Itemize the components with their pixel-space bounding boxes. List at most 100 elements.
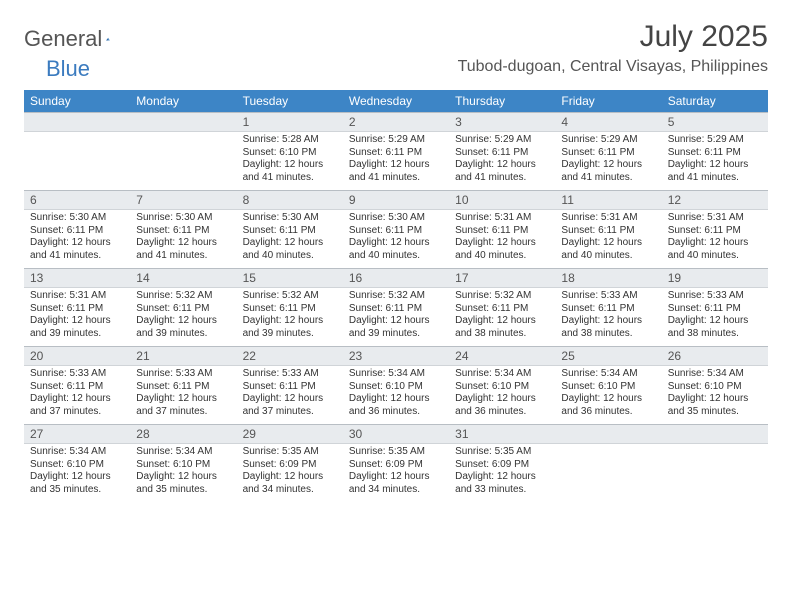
sunrise-text: Sunrise: 5:33 AM — [243, 368, 337, 381]
sunset-text: Sunset: 6:11 PM — [243, 225, 337, 238]
daylight-text: Daylight: 12 hours and 37 minutes. — [136, 393, 230, 418]
day-cell: Sunrise: 5:34 AMSunset: 6:10 PMDaylight:… — [343, 366, 449, 424]
daynum: 3 — [449, 113, 555, 131]
sunrise-text: Sunrise: 5:32 AM — [243, 290, 337, 303]
daynum — [24, 113, 130, 131]
daylight-text: Daylight: 12 hours and 35 minutes. — [668, 393, 762, 418]
daynum: 8 — [237, 191, 343, 209]
sunrise-text: Sunrise: 5:30 AM — [30, 212, 124, 225]
sunset-text: Sunset: 6:11 PM — [668, 303, 762, 316]
week-row: Sunrise: 5:34 AMSunset: 6:10 PMDaylight:… — [24, 444, 768, 502]
week-row: Sunrise: 5:33 AMSunset: 6:11 PMDaylight:… — [24, 366, 768, 424]
day-header: Wednesday — [343, 90, 449, 112]
sunrise-text: Sunrise: 5:32 AM — [349, 290, 443, 303]
sunset-text: Sunset: 6:10 PM — [30, 459, 124, 472]
day-cell: Sunrise: 5:29 AMSunset: 6:11 PMDaylight:… — [662, 132, 768, 190]
daylight-text: Daylight: 12 hours and 35 minutes. — [136, 471, 230, 496]
sunset-text: Sunset: 6:10 PM — [668, 381, 762, 394]
day-cell: Sunrise: 5:30 AMSunset: 6:11 PMDaylight:… — [237, 210, 343, 268]
day-cell: Sunrise: 5:34 AMSunset: 6:10 PMDaylight:… — [130, 444, 236, 502]
sunrise-text: Sunrise: 5:28 AM — [243, 134, 337, 147]
daynum-row: 2728293031 — [24, 424, 768, 444]
sunrise-text: Sunrise: 5:33 AM — [561, 290, 655, 303]
daylight-text: Daylight: 12 hours and 34 minutes. — [243, 471, 337, 496]
daynum: 18 — [555, 269, 661, 287]
sunset-text: Sunset: 6:11 PM — [349, 225, 443, 238]
daynum: 21 — [130, 347, 236, 365]
daylight-text: Daylight: 12 hours and 38 minutes. — [668, 315, 762, 340]
week-row: Sunrise: 5:30 AMSunset: 6:11 PMDaylight:… — [24, 210, 768, 268]
sunrise-text: Sunrise: 5:30 AM — [243, 212, 337, 225]
day-cell: Sunrise: 5:35 AMSunset: 6:09 PMDaylight:… — [237, 444, 343, 502]
day-header: Friday — [555, 90, 661, 112]
sunset-text: Sunset: 6:10 PM — [136, 459, 230, 472]
sunrise-text: Sunrise: 5:34 AM — [136, 446, 230, 459]
day-header: Saturday — [662, 90, 768, 112]
daynum-row: 13141516171819 — [24, 268, 768, 288]
sunrise-text: Sunrise: 5:29 AM — [561, 134, 655, 147]
sunset-text: Sunset: 6:11 PM — [455, 225, 549, 238]
daylight-text: Daylight: 12 hours and 41 minutes. — [455, 159, 549, 184]
logo-text-blue: Blue — [46, 56, 90, 82]
daylight-text: Daylight: 12 hours and 38 minutes. — [561, 315, 655, 340]
day-cell: Sunrise: 5:32 AMSunset: 6:11 PMDaylight:… — [343, 288, 449, 346]
daynum-row: 12345 — [24, 112, 768, 132]
sunset-text: Sunset: 6:11 PM — [561, 147, 655, 160]
sunset-text: Sunset: 6:11 PM — [668, 147, 762, 160]
daylight-text: Daylight: 12 hours and 34 minutes. — [349, 471, 443, 496]
sunrise-text: Sunrise: 5:32 AM — [136, 290, 230, 303]
daylight-text: Daylight: 12 hours and 39 minutes. — [349, 315, 443, 340]
daylight-text: Daylight: 12 hours and 37 minutes. — [30, 393, 124, 418]
day-cell: Sunrise: 5:35 AMSunset: 6:09 PMDaylight:… — [449, 444, 555, 502]
daynum: 17 — [449, 269, 555, 287]
day-cell: Sunrise: 5:34 AMSunset: 6:10 PMDaylight:… — [24, 444, 130, 502]
sunrise-text: Sunrise: 5:31 AM — [561, 212, 655, 225]
daynum: 6 — [24, 191, 130, 209]
sunset-text: Sunset: 6:09 PM — [349, 459, 443, 472]
daynum-row: 20212223242526 — [24, 346, 768, 366]
day-header: Thursday — [449, 90, 555, 112]
day-cell — [24, 132, 130, 190]
sunrise-text: Sunrise: 5:31 AM — [668, 212, 762, 225]
sunrise-text: Sunrise: 5:34 AM — [30, 446, 124, 459]
sunset-text: Sunset: 6:11 PM — [30, 381, 124, 394]
daylight-text: Daylight: 12 hours and 40 minutes. — [455, 237, 549, 262]
daynum: 20 — [24, 347, 130, 365]
daylight-text: Daylight: 12 hours and 35 minutes. — [30, 471, 124, 496]
calendar: Sunday Monday Tuesday Wednesday Thursday… — [24, 90, 768, 502]
daylight-text: Daylight: 12 hours and 39 minutes. — [243, 315, 337, 340]
sunset-text: Sunset: 6:11 PM — [30, 225, 124, 238]
daylight-text: Daylight: 12 hours and 41 minutes. — [561, 159, 655, 184]
daylight-text: Daylight: 12 hours and 39 minutes. — [136, 315, 230, 340]
day-cell: Sunrise: 5:33 AMSunset: 6:11 PMDaylight:… — [662, 288, 768, 346]
daynum: 15 — [237, 269, 343, 287]
sunset-text: Sunset: 6:10 PM — [561, 381, 655, 394]
daylight-text: Daylight: 12 hours and 39 minutes. — [30, 315, 124, 340]
daylight-text: Daylight: 12 hours and 41 minutes. — [349, 159, 443, 184]
day-cell: Sunrise: 5:30 AMSunset: 6:11 PMDaylight:… — [130, 210, 236, 268]
day-cell: Sunrise: 5:31 AMSunset: 6:11 PMDaylight:… — [449, 210, 555, 268]
sunrise-text: Sunrise: 5:34 AM — [668, 368, 762, 381]
sunrise-text: Sunrise: 5:32 AM — [455, 290, 549, 303]
sunset-text: Sunset: 6:11 PM — [561, 303, 655, 316]
day-cell: Sunrise: 5:34 AMSunset: 6:10 PMDaylight:… — [555, 366, 661, 424]
sunset-text: Sunset: 6:11 PM — [136, 381, 230, 394]
logo-text-general: General — [24, 26, 102, 52]
day-cell — [555, 444, 661, 502]
daynum: 25 — [555, 347, 661, 365]
daynum: 12 — [662, 191, 768, 209]
day-cell: Sunrise: 5:34 AMSunset: 6:10 PMDaylight:… — [449, 366, 555, 424]
daylight-text: Daylight: 12 hours and 40 minutes. — [561, 237, 655, 262]
sunrise-text: Sunrise: 5:30 AM — [349, 212, 443, 225]
day-cell: Sunrise: 5:29 AMSunset: 6:11 PMDaylight:… — [555, 132, 661, 190]
logo-triangle-icon — [106, 30, 110, 48]
daynum: 31 — [449, 425, 555, 443]
day-cell: Sunrise: 5:32 AMSunset: 6:11 PMDaylight:… — [237, 288, 343, 346]
day-cell: Sunrise: 5:29 AMSunset: 6:11 PMDaylight:… — [343, 132, 449, 190]
day-header: Monday — [130, 90, 236, 112]
day-cell: Sunrise: 5:32 AMSunset: 6:11 PMDaylight:… — [130, 288, 236, 346]
daynum: 13 — [24, 269, 130, 287]
daynum: 5 — [662, 113, 768, 131]
daynum: 10 — [449, 191, 555, 209]
sunrise-text: Sunrise: 5:29 AM — [668, 134, 762, 147]
